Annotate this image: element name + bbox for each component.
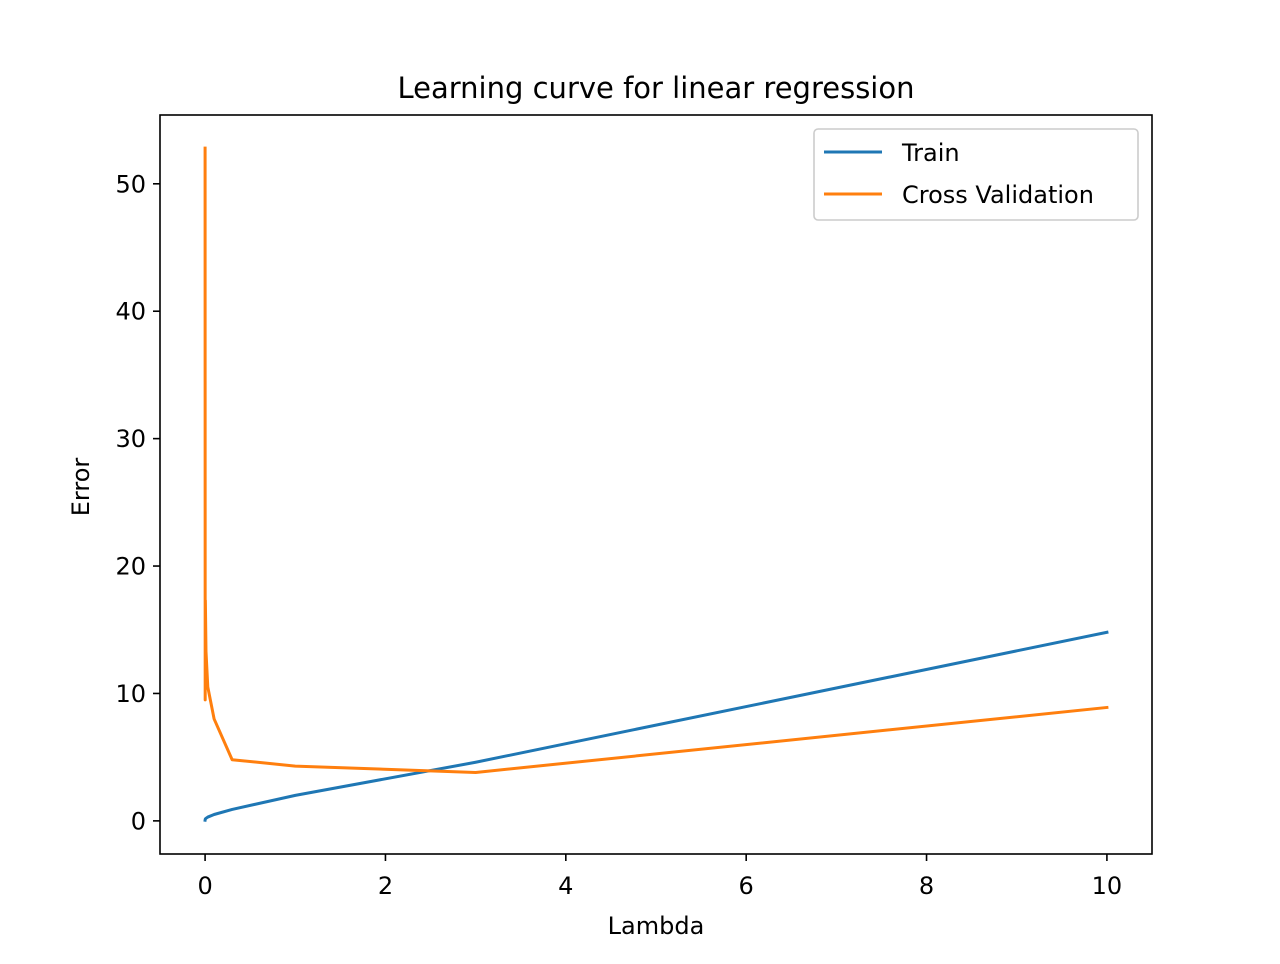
y-tick-label: 50 xyxy=(115,170,146,198)
x-tick-label: 0 xyxy=(197,872,212,900)
legend-box xyxy=(813,128,1139,221)
y-tick-label: 20 xyxy=(115,553,146,581)
series-line-2 xyxy=(203,146,1109,774)
x-tick-label: 8 xyxy=(919,872,934,900)
y-axis: 0 10 20 30 40 50 xyxy=(115,170,160,835)
plot-area xyxy=(203,146,1109,822)
chart-title: Learning curve for linear regression xyxy=(398,71,915,105)
y-tick-label: 30 xyxy=(115,425,146,453)
y-tick-label: 10 xyxy=(115,680,146,708)
x-tick-label: 4 xyxy=(558,872,573,900)
x-tick-label: 6 xyxy=(739,872,754,900)
x-tick-label: 10 xyxy=(1092,872,1123,900)
legend-label: Cross Validation xyxy=(902,181,1094,209)
series-line-1 xyxy=(203,630,1109,822)
y-tick-label: 40 xyxy=(115,298,146,326)
y-axis-label: Error xyxy=(67,458,95,517)
x-tick-label: 2 xyxy=(378,872,393,900)
x-axis-label: Lambda xyxy=(608,912,705,940)
x-axis: 0 2 4 6 8 10 xyxy=(197,854,1122,900)
legend-label: Train xyxy=(901,139,960,167)
y-tick-label: 0 xyxy=(131,807,146,835)
axes-frame xyxy=(159,114,1153,855)
legend: Train Cross Validation xyxy=(813,128,1139,221)
